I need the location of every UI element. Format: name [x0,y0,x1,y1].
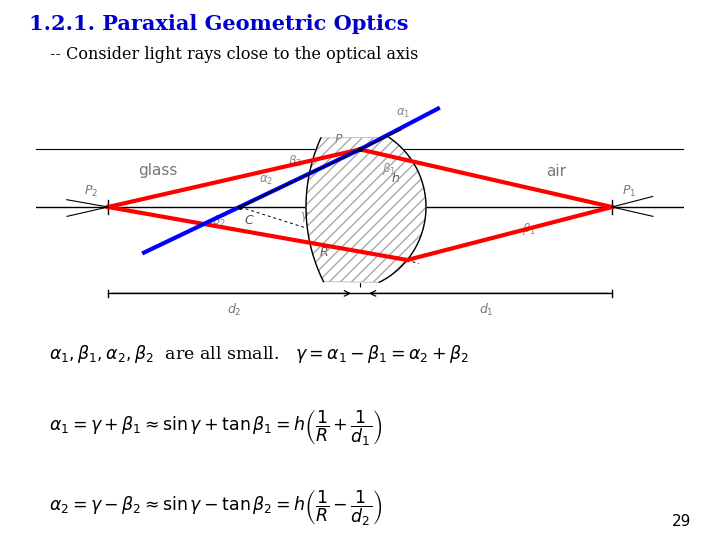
Text: 1.2.1. Paraxial Geometric Optics: 1.2.1. Paraxial Geometric Optics [29,14,408,33]
Text: $h$: $h$ [391,171,400,185]
Text: $R$: $R$ [319,246,329,259]
Text: $P_1$: $P_1$ [621,184,636,199]
Text: $\alpha_2 = \gamma - \beta_2 \approx \sin\gamma - \tan\beta_2 = h\left(\dfrac{1}: $\alpha_2 = \gamma - \beta_2 \approx \si… [49,489,382,528]
Text: $P$: $P$ [333,133,343,146]
Text: $d_1$: $d_1$ [479,302,493,318]
Text: $\alpha_1$: $\alpha_1$ [396,107,410,120]
Text: $\beta_1$: $\beta_1$ [522,221,536,237]
Text: $\gamma$: $\gamma$ [300,210,310,224]
Text: $\beta_1$: $\beta_1$ [382,160,395,177]
Text: $\beta_2$: $\beta_2$ [289,153,302,170]
Text: -- Consider light rays close to the optical axis: -- Consider light rays close to the opti… [50,46,419,63]
Text: glass: glass [138,164,177,179]
Text: $P_2$: $P_2$ [84,184,99,199]
Text: air: air [546,164,566,179]
Text: $\alpha_1 = \gamma + \beta_1 \approx \sin\gamma + \tan\beta_1 = h\left(\dfrac{1}: $\alpha_1 = \gamma + \beta_1 \approx \si… [49,409,382,448]
Polygon shape [306,137,426,282]
Text: 29: 29 [672,514,691,529]
Text: $\alpha_2$: $\alpha_2$ [259,174,274,187]
Text: $d_2$: $d_2$ [227,302,241,318]
Text: $\beta_2$: $\beta_2$ [212,213,225,230]
Text: $C$: $C$ [243,214,254,227]
Text: $\alpha_1, \beta_1, \alpha_2, \beta_2$  are all small.   $\gamma = \alpha_1 - \b: $\alpha_1, \beta_1, \alpha_2, \beta_2$ a… [49,343,469,365]
